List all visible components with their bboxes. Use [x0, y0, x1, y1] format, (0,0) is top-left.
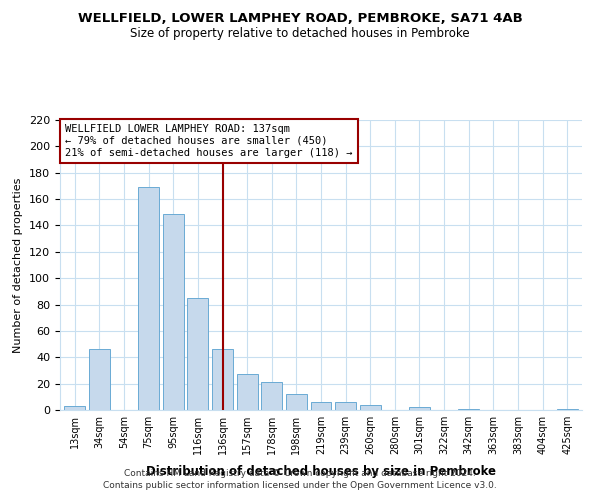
Bar	[64, 406, 85, 410]
Bar	[89, 350, 110, 410]
Text: WELLFIELD, LOWER LAMPHEY ROAD, PEMBROKE, SA71 4AB: WELLFIELD, LOWER LAMPHEY ROAD, PEMBROKE,…	[77, 12, 523, 26]
Text: WELLFIELD LOWER LAMPHEY ROAD: 137sqm
← 79% of detached houses are smaller (450)
: WELLFIELD LOWER LAMPHEY ROAD: 137sqm ← 7…	[65, 124, 353, 158]
Bar	[236, 374, 257, 410]
Bar	[138, 187, 159, 410]
Bar	[458, 408, 479, 410]
Bar	[409, 408, 430, 410]
Bar	[187, 298, 208, 410]
Bar	[557, 408, 578, 410]
Bar	[286, 394, 307, 410]
Bar	[261, 382, 282, 410]
Bar	[212, 350, 233, 410]
X-axis label: Distribution of detached houses by size in Pembroke: Distribution of detached houses by size …	[146, 466, 496, 478]
Bar	[335, 402, 356, 410]
Y-axis label: Number of detached properties: Number of detached properties	[13, 178, 23, 352]
Text: Contains public sector information licensed under the Open Government Licence v3: Contains public sector information licen…	[103, 481, 497, 490]
Bar	[360, 404, 381, 410]
Bar	[311, 402, 331, 410]
Bar	[163, 214, 184, 410]
Text: Size of property relative to detached houses in Pembroke: Size of property relative to detached ho…	[130, 28, 470, 40]
Text: Contains HM Land Registry data © Crown copyright and database right 2024.: Contains HM Land Registry data © Crown c…	[124, 468, 476, 477]
